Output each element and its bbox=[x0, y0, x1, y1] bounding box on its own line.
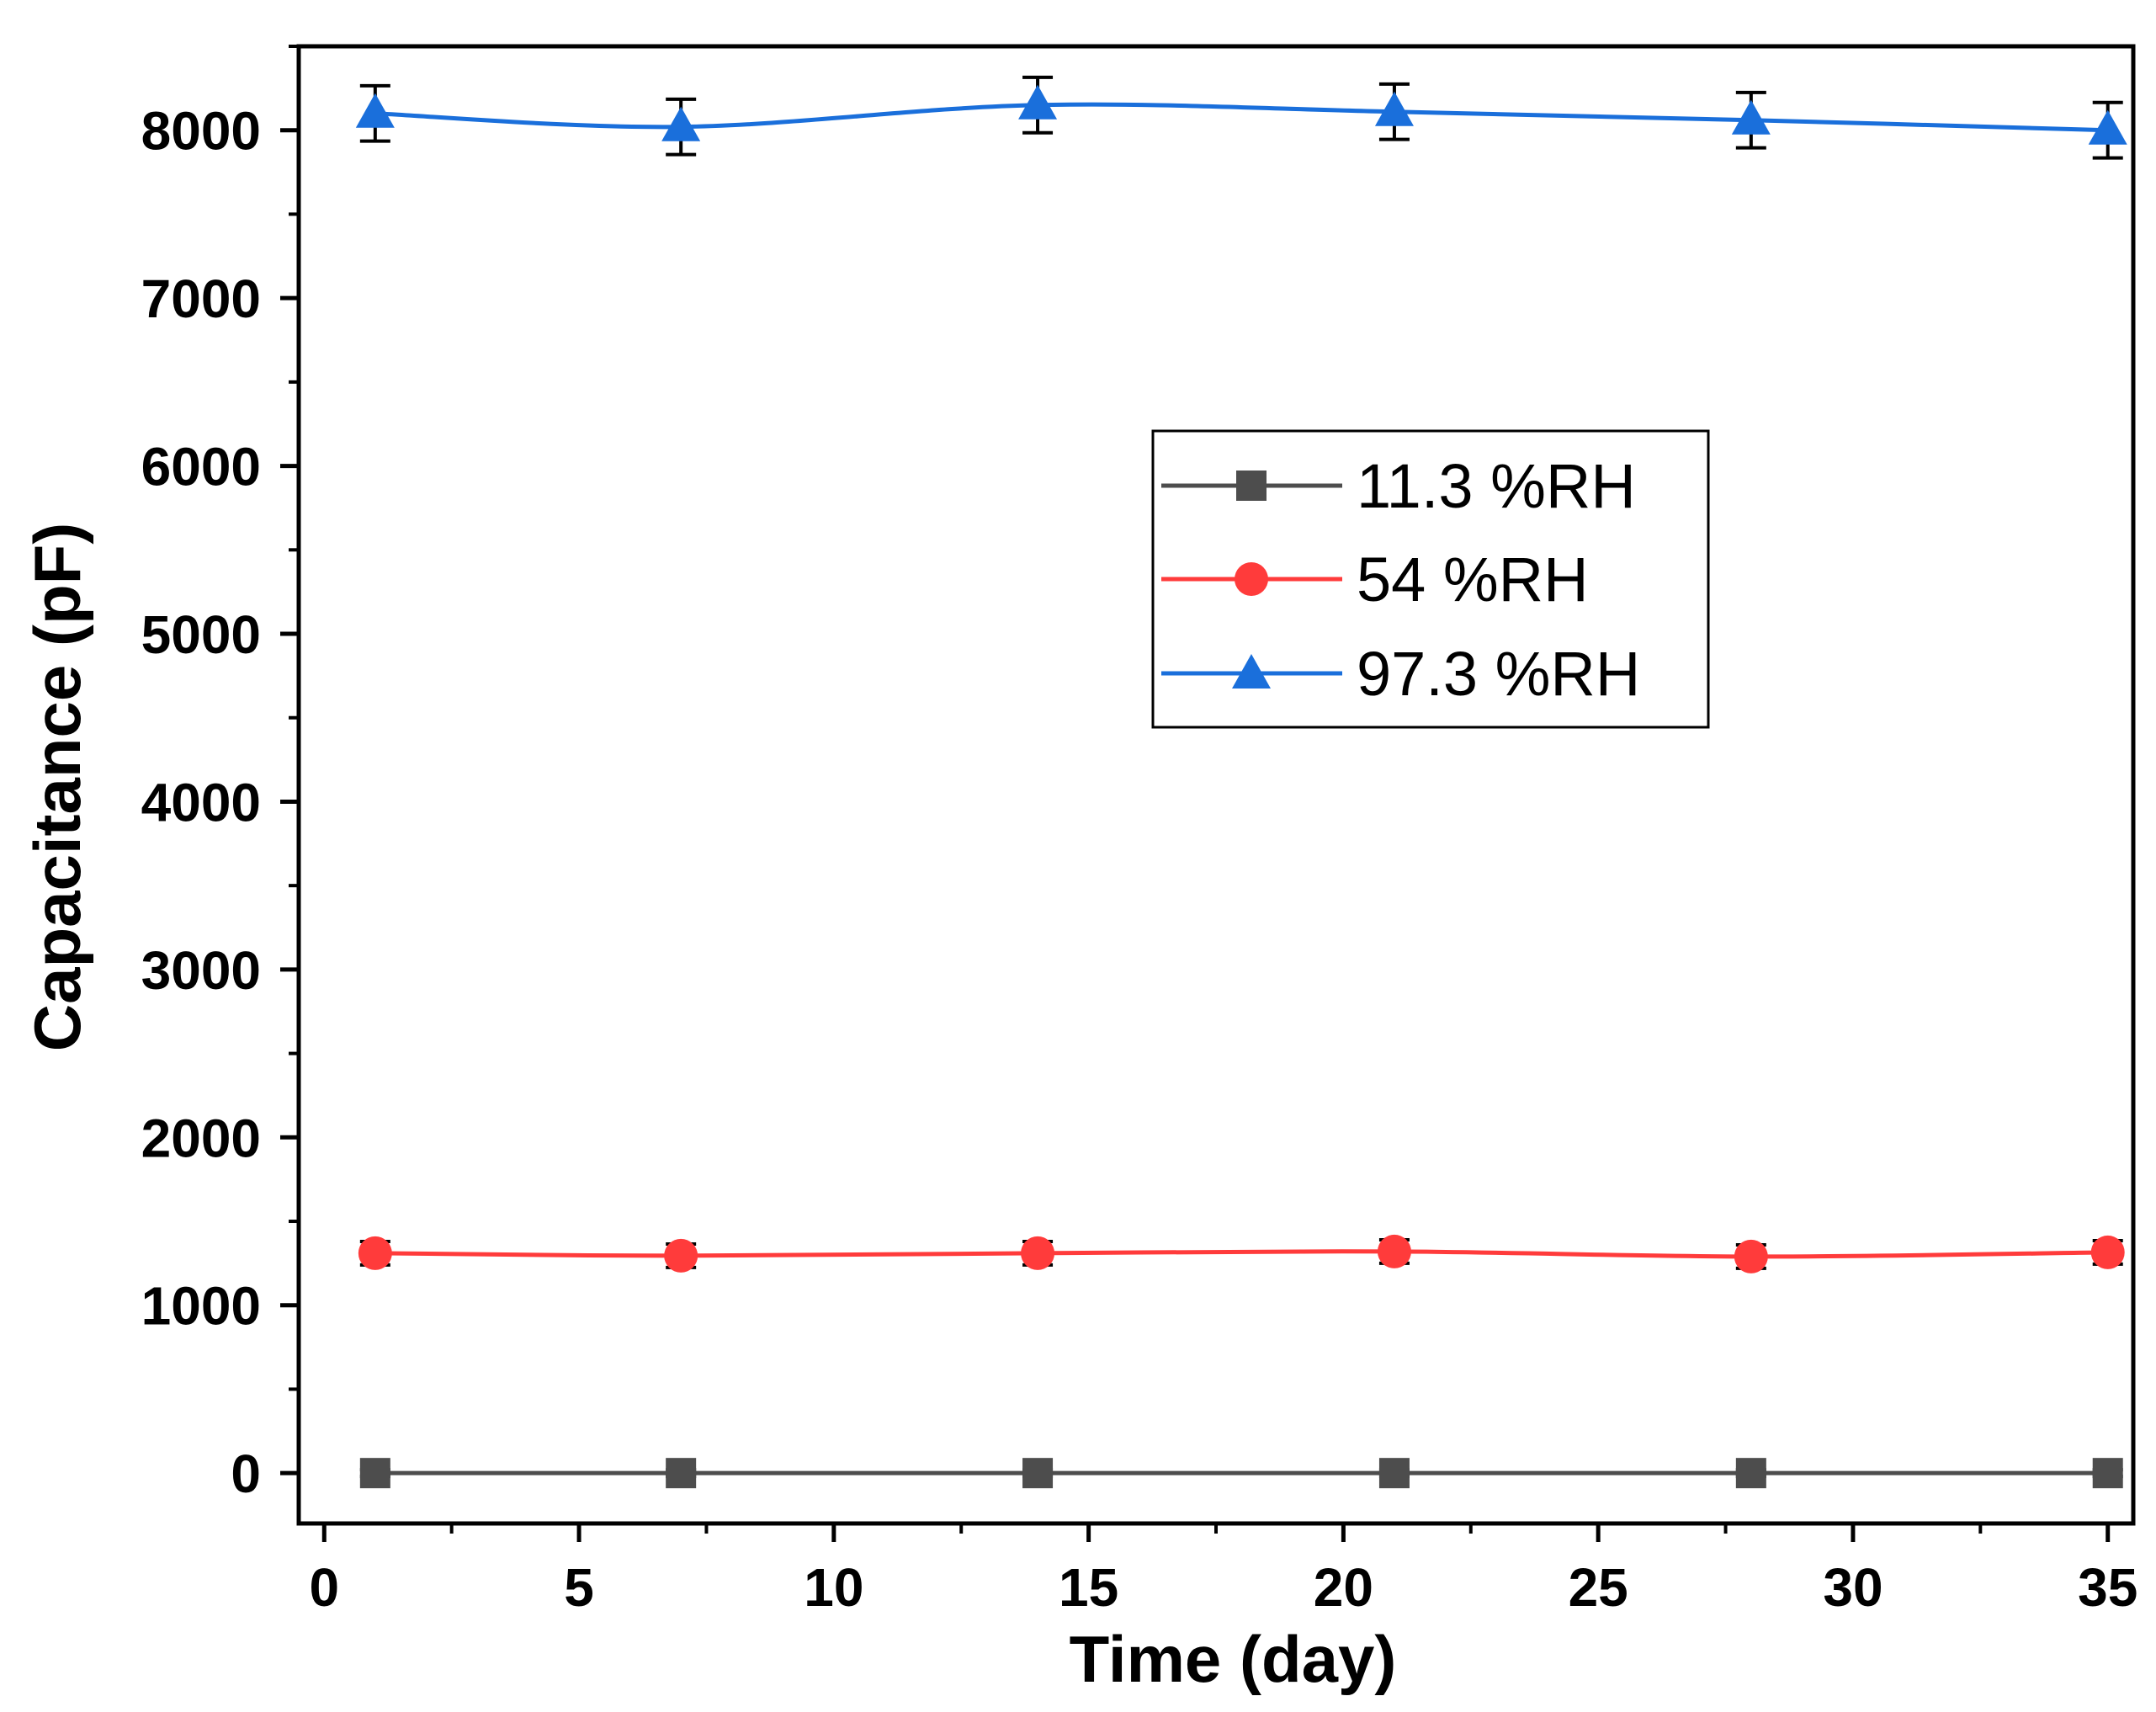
y-tick-label: 8000 bbox=[141, 101, 261, 162]
data-point-triangle bbox=[2088, 109, 2127, 145]
series-line-97-3-rh bbox=[374, 102, 2108, 133]
legend-label-97-3-rh: 97.3 %RH bbox=[1357, 639, 1640, 709]
plot-area bbox=[299, 46, 2133, 1523]
data-point-triangle bbox=[661, 106, 701, 141]
y-tick-label: 3000 bbox=[141, 940, 261, 1001]
series-line-54-rh bbox=[374, 1249, 2108, 1259]
data-point-square bbox=[359, 1458, 390, 1489]
x-tick-label: 20 bbox=[1314, 1557, 1373, 1618]
data-point-triangle bbox=[1018, 84, 1058, 120]
y-tick-label: 5000 bbox=[141, 604, 261, 665]
y-tick-label: 0 bbox=[231, 1444, 261, 1504]
y-tick-label: 7000 bbox=[141, 268, 261, 329]
y-tick-label: 2000 bbox=[141, 1108, 261, 1168]
data-point-triangle bbox=[355, 93, 395, 128]
data-point-circle bbox=[1021, 1236, 1055, 1270]
legend-triangle-marker bbox=[1232, 654, 1271, 689]
data-point-square bbox=[1022, 1458, 1054, 1489]
x-tick-label: 15 bbox=[1059, 1557, 1118, 1618]
x-tick-label: 5 bbox=[564, 1557, 594, 1618]
legend-label-54-rh: 54 %RH bbox=[1357, 545, 1589, 614]
legend-square-marker bbox=[1236, 471, 1267, 501]
major-ticks bbox=[280, 128, 2111, 1542]
data-point-circle bbox=[2090, 1235, 2125, 1269]
data-point-triangle bbox=[1731, 99, 1771, 135]
legend-circle-marker bbox=[1235, 562, 1268, 596]
plot-frame bbox=[296, 44, 2136, 1526]
legend-entry-54-rh: 54 %RH bbox=[1161, 545, 1589, 614]
series-11-3-rh bbox=[359, 1458, 2123, 1489]
legend-entry-11-3-rh: 11.3 %RH bbox=[1161, 451, 1636, 521]
x-tick-label: 35 bbox=[2078, 1557, 2137, 1618]
data-point-triangle bbox=[1374, 91, 1414, 126]
series-97-3-rh bbox=[355, 75, 2127, 160]
data-point-square bbox=[666, 1458, 697, 1489]
y-tick-label: 6000 bbox=[141, 437, 261, 497]
y-axis-title: Capacitance (pF) bbox=[20, 523, 94, 1051]
legend-label-11-3-rh: 11.3 %RH bbox=[1357, 451, 1636, 521]
data-point-circle bbox=[1734, 1239, 1768, 1273]
x-tick-labels: 0 5 10 15 20 25 30 35 bbox=[309, 1557, 2137, 1618]
data-point-circle bbox=[1377, 1234, 1411, 1268]
data-point-circle bbox=[358, 1236, 392, 1270]
legend-entry-97-3-rh: 97.3 %RH bbox=[1161, 639, 1640, 709]
y-tick-label: 4000 bbox=[141, 772, 261, 832]
data-point-square bbox=[1735, 1458, 1766, 1489]
data-point-square bbox=[1378, 1458, 1410, 1489]
series-layer bbox=[355, 75, 2127, 1489]
x-tick-label: 30 bbox=[1823, 1557, 1883, 1618]
data-point-square bbox=[2092, 1458, 2123, 1489]
x-tick-label: 25 bbox=[1569, 1557, 1628, 1618]
x-tick-label: 0 bbox=[309, 1557, 339, 1618]
y-tick-label: 1000 bbox=[141, 1276, 261, 1337]
x-tick-label: 10 bbox=[804, 1557, 863, 1618]
legend: 11.3 %RH 54 %RH 97.3 %RH bbox=[1151, 429, 1710, 729]
series-54-rh bbox=[358, 1234, 2125, 1273]
y-tick-labels: 0 1000 2000 3000 4000 5000 6000 7000 8000 bbox=[141, 101, 261, 1504]
data-point-circle bbox=[664, 1238, 698, 1273]
x-axis-title: Time (day) bbox=[1070, 1622, 1397, 1696]
